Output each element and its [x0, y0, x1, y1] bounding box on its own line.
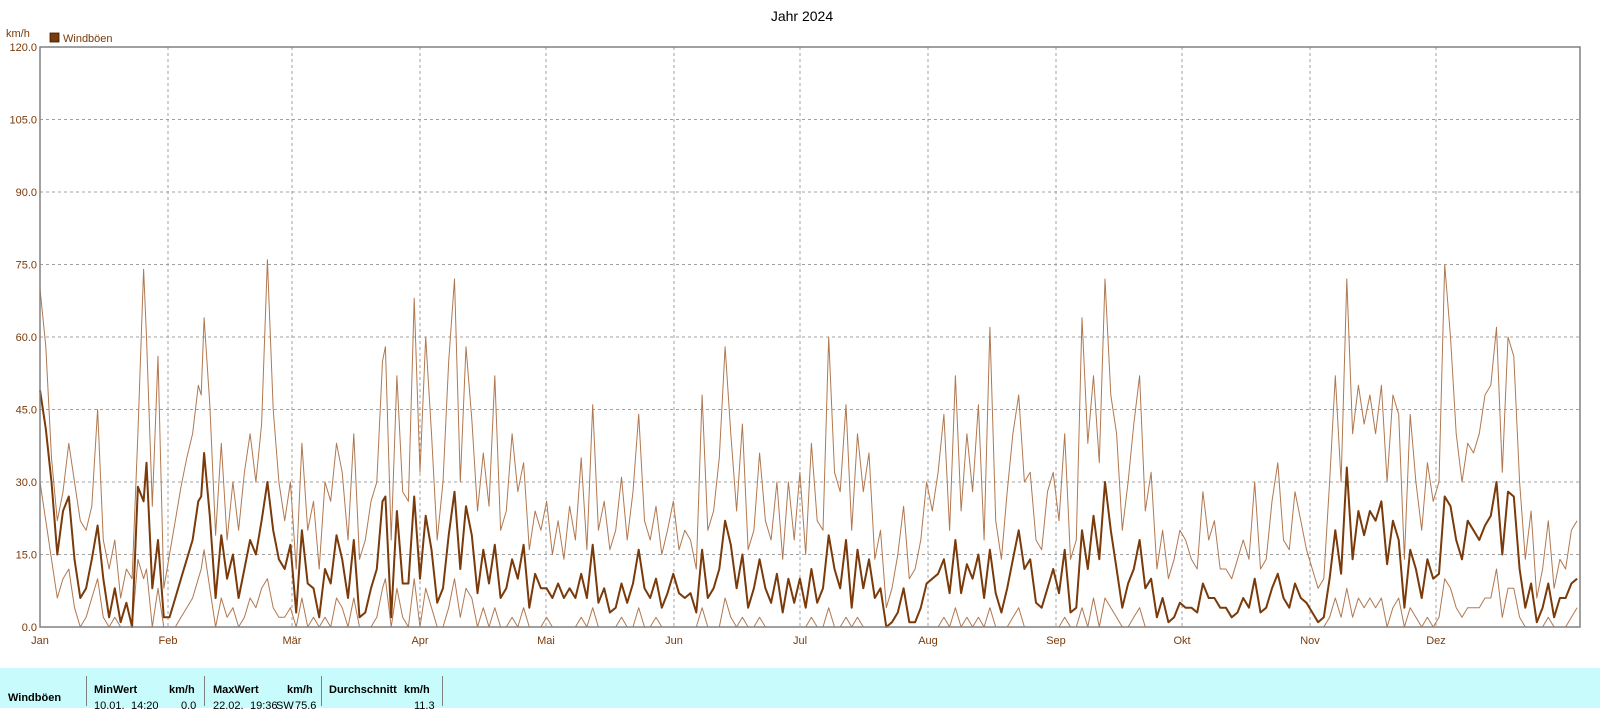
y-tick-label: 30.0: [16, 477, 37, 489]
stats-row-label: Windböen: [8, 692, 62, 704]
chart-title: Jahr 2024: [771, 8, 833, 24]
series-layer: [39, 259, 1578, 628]
x-tick-label: Jun: [665, 635, 683, 647]
avg-value: 11.3: [414, 700, 435, 712]
min-unit: km/h: [169, 684, 195, 696]
statistics-bar: Windböen MinWert km/h 10.01. 14:20 0.0 M…: [0, 668, 1600, 712]
x-tick-label: Mär: [283, 635, 302, 647]
y-tick-label: 15.0: [16, 550, 37, 562]
avg-header: Durchschnitt: [329, 684, 397, 696]
x-tick-label: Sep: [1046, 635, 1066, 647]
max-value-box: MaxWert km/h 22.02. 19:36 SW 75.6: [204, 676, 319, 712]
legend: Windböen: [49, 32, 113, 45]
y-tick-label: 90.0: [16, 187, 37, 199]
max-header: MaxWert: [213, 684, 259, 696]
y-tick-label: 105.0: [9, 115, 37, 127]
x-tick-label: Okt: [1173, 635, 1190, 647]
series-line-upper: [39, 259, 1578, 609]
x-tick-label: Nov: [1300, 635, 1320, 647]
max-date: 22.02.: [213, 700, 244, 712]
x-tick-label: Feb: [159, 635, 178, 647]
x-tick-label: Aug: [918, 635, 938, 647]
max-unit: km/h: [287, 684, 313, 696]
chart: Jahr 2024 km/h Windböen 0.0 15.0 30.0 45.0 6…: [6, 8, 1581, 647]
y-axis-unit: km/h: [6, 28, 30, 40]
max-value: 75.6: [295, 700, 317, 712]
y-tick-label: 75.0: [16, 260, 37, 272]
x-tick-label: Jul: [793, 635, 807, 647]
max-direction: SW: [276, 700, 294, 712]
min-value: 0.0: [181, 700, 197, 712]
series-line-mean: [39, 390, 1578, 628]
plot-frame: [39, 46, 1581, 628]
y-axis-ticks: 0.0 15.0 30.0 45.0 60.0 75.0 90.0 105.0 120.0: [9, 42, 37, 634]
min-header: MinWert: [94, 684, 138, 696]
y-tick-label: 0.0: [22, 622, 37, 634]
legend-swatch: [49, 32, 60, 43]
x-tick-label: Dez: [1426, 635, 1446, 647]
min-date: 10.01.: [94, 700, 125, 712]
y-tick-label: 120.0: [9, 42, 37, 54]
x-axis-ticks: Jan Feb Mär Apr Mai Jun Jul Aug Sep Okt Nov Dez: [31, 635, 1446, 647]
x-tick-label: Mai: [537, 635, 555, 647]
y-tick-label: 45.0: [16, 405, 37, 417]
legend-label: Windböen: [63, 33, 113, 45]
average-box: Durchschnitt km/h 11.3: [321, 676, 443, 712]
min-value-box: MinWert km/h 10.01. 14:20 0.0: [86, 676, 202, 712]
x-tick-label: Jan: [31, 635, 49, 647]
y-tick-label: 60.0: [16, 332, 37, 344]
max-time: 19:36: [250, 700, 278, 712]
min-time: 14:20: [131, 700, 159, 712]
avg-unit: km/h: [404, 684, 430, 696]
x-tick-label: Apr: [411, 635, 428, 647]
